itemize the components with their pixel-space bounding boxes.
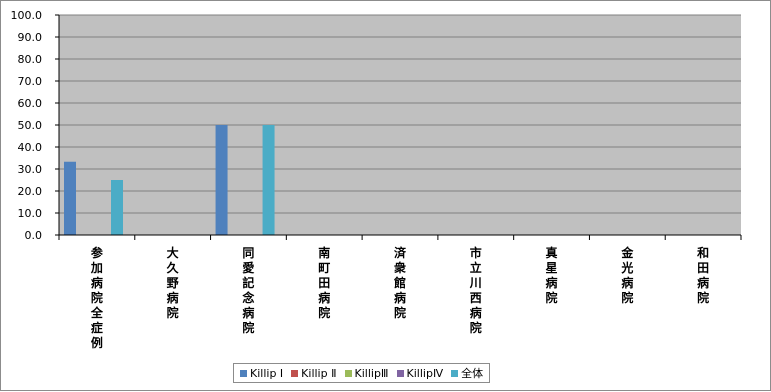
x-category-char: 参	[91, 245, 104, 260]
x-category-label: 真星病院真星病院	[546, 245, 558, 305]
y-tick-label: 90.0	[18, 31, 43, 44]
x-category-char: 南	[318, 245, 330, 260]
x-category-char: 院	[621, 290, 633, 305]
legend: Killip Ⅰ Killip Ⅱ KillipⅢ KillipⅣ 全体	[233, 363, 491, 383]
axes	[58, 15, 742, 240]
x-category-label: 大久野病院大久野病院	[167, 245, 180, 320]
legend-label: Killip Ⅱ	[301, 366, 337, 380]
x-category-char: 全	[90, 305, 104, 320]
x-category-char: 田	[697, 261, 709, 275]
x-category-char: 病	[394, 290, 406, 305]
y-tick-label: 70.0	[18, 75, 43, 88]
x-category-char: 星	[546, 261, 558, 275]
x-axis-labels: 参加病院全症例参加病院全症例大久野病院大久野病院同愛記念病院同愛記念病院南町田病…	[90, 245, 709, 350]
x-category-char: 院	[167, 305, 179, 320]
y-tick-label: 20.0	[18, 185, 43, 198]
bar-0-2	[215, 125, 228, 235]
x-category-char: 病	[167, 290, 179, 305]
legend-label: Killip Ⅰ	[250, 366, 284, 380]
x-category-label: 市立川西病院市立川西病院	[469, 245, 482, 335]
x-category-char: 病	[242, 305, 254, 320]
x-category-char: 念	[242, 290, 254, 305]
bar-0-0	[64, 161, 76, 235]
legend-swatch	[291, 369, 299, 377]
legend-swatch	[240, 369, 247, 377]
x-category-char: 加	[90, 260, 103, 275]
x-category-char: 川	[469, 276, 482, 290]
x-category-char: 病	[91, 275, 103, 290]
x-category-char: 院	[470, 320, 482, 335]
legend-item: KillipⅣ	[396, 366, 444, 380]
bars	[64, 125, 275, 235]
x-category-label: 済衆館病院済衆館病院	[393, 245, 407, 320]
x-category-char: 済	[394, 245, 407, 260]
x-category-char: 病	[621, 275, 633, 290]
x-category-char: 和	[696, 245, 709, 260]
x-category-char: 院	[546, 290, 558, 305]
x-category-char: 久	[167, 260, 180, 275]
x-category-label: 同愛記念病院同愛記念病院	[242, 246, 254, 335]
x-category-char: 立	[470, 260, 482, 275]
legend-item: 全体	[451, 365, 483, 381]
x-category-char: 市	[470, 245, 482, 260]
x-category-char: 愛	[242, 260, 254, 275]
legend-item: Killip Ⅱ	[291, 366, 337, 380]
legend-swatch	[396, 369, 404, 377]
x-category-label: 金光病院金光病院	[620, 245, 634, 305]
y-tick-label: 100.0	[11, 9, 43, 22]
y-tick-label: 30.0	[18, 163, 43, 176]
x-category-char: 病	[697, 275, 709, 290]
x-category-char: 院	[697, 290, 709, 305]
legend-label: KillipⅣ	[406, 366, 444, 380]
y-tick-label: 50.0	[18, 119, 43, 132]
x-category-char: 館	[393, 275, 406, 290]
y-tick-label: 80.0	[18, 53, 43, 66]
x-category-char: 町	[318, 261, 330, 275]
gridlines	[59, 14, 741, 214]
x-category-char: 真	[546, 245, 558, 260]
legend-swatch	[451, 369, 459, 377]
y-tick-label: 60.0	[18, 97, 43, 110]
x-category-char: 同	[242, 246, 254, 260]
x-category-char: 光	[620, 260, 633, 275]
x-category-label: 和田病院和田病院	[696, 245, 709, 305]
x-category-char: 病	[470, 305, 482, 320]
x-category-label: 参加病院全症例参加病院全症例	[90, 245, 104, 350]
x-category-char: 症	[91, 320, 103, 335]
x-category-char: 大	[167, 245, 179, 260]
bar-4-0	[111, 180, 123, 235]
x-category-char: 金	[620, 245, 634, 260]
legend-swatch	[344, 369, 352, 377]
x-category-char: 院	[394, 305, 406, 320]
x-category-char: 院	[91, 290, 103, 305]
legend-item: KillipⅢ	[344, 366, 389, 380]
y-tick-label: 10.0	[18, 207, 43, 220]
x-category-char: 院	[318, 305, 330, 320]
x-category-char: 衆	[394, 260, 406, 275]
x-category-char: 田	[318, 276, 330, 290]
x-category-char: 西	[470, 291, 482, 305]
legend-label: 全体	[461, 367, 484, 380]
x-category-label: 南町田病院南町田病院	[318, 245, 330, 320]
x-category-char: 例	[91, 335, 103, 350]
y-tick-label: 0.0	[25, 229, 43, 242]
legend-label: KillipⅢ	[354, 366, 389, 380]
x-category-char: 院	[242, 320, 254, 335]
x-category-char: 病	[546, 275, 558, 290]
y-axis-ticks: 0.0 10.0 20.0 30.0 40.0 50.0 60.0 70.0 80.0 90.0 1…	[11, 9, 59, 242]
bar-4-2	[262, 125, 275, 235]
x-category-char: 記	[242, 275, 254, 290]
x-category-char: 病	[318, 290, 330, 305]
legend-item: Killip Ⅰ	[240, 367, 283, 380]
x-category-char: 野	[167, 276, 179, 290]
y-tick-label: 40.0	[18, 141, 43, 154]
